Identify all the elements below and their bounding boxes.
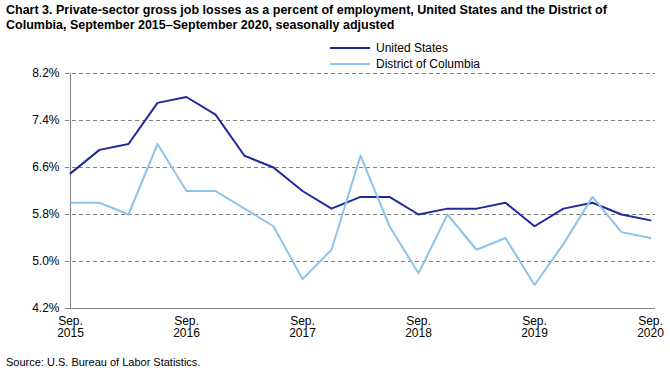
svg-text:Sep.2019: Sep.2019 — [521, 314, 548, 340]
svg-text:Sep.2015: Sep.2015 — [57, 314, 84, 340]
svg-text:7.4%: 7.4% — [32, 113, 60, 127]
svg-text:4.2%: 4.2% — [32, 301, 60, 315]
svg-text:6.6%: 6.6% — [32, 160, 60, 174]
html-text:United States: United States — [376, 41, 448, 55]
svg-text:Sep.2016: Sep.2016 — [173, 314, 200, 340]
svg-text:5.0%: 5.0% — [32, 254, 60, 268]
svg-text:Sep.2017: Sep.2017 — [289, 314, 316, 340]
svg-text:8.2%: 8.2% — [32, 66, 60, 80]
svg-text:5.8%: 5.8% — [32, 207, 60, 221]
html-text:Source: U.S. Bureau of Labor S: Source: U.S. Bureau of Labor Statistics. — [6, 356, 201, 368]
svg-text:Sep.2018: Sep.2018 — [405, 314, 432, 340]
html-text:District of Columbia: District of Columbia — [376, 57, 480, 71]
svg-text:Sep.2020: Sep.2020 — [637, 314, 664, 340]
html-text:Chart 3. Private-sector gross: Chart 3. Private-sector gross job losses… — [6, 3, 607, 32]
